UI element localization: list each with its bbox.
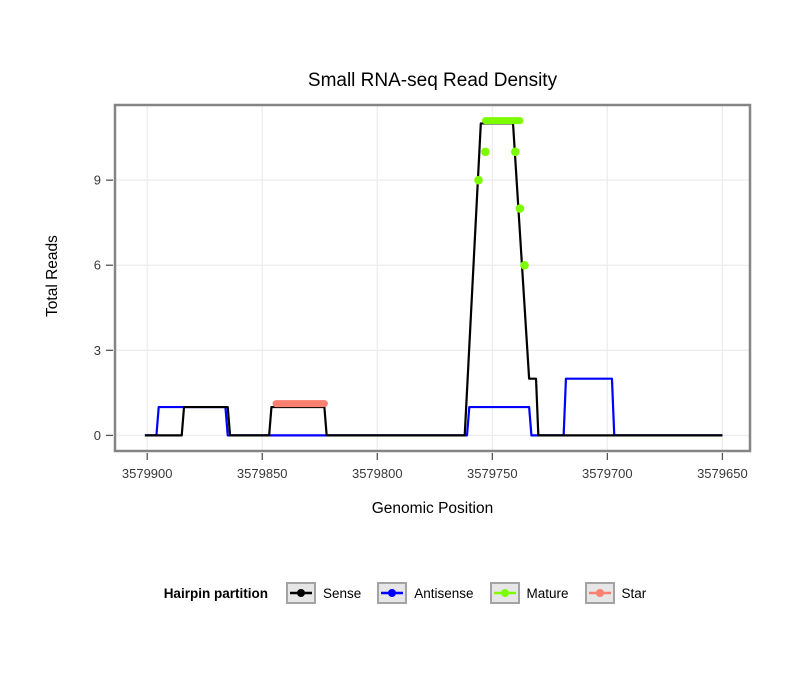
y-tick-label: 6 [94,258,101,273]
legend-item-sense: Sense [285,582,362,604]
legend-key-icon [584,582,615,604]
legend-item-star: Star [584,582,647,604]
legend-item-mature: Mature [489,582,569,604]
legend: Hairpin partition Sense Antisense Mature St… [0,582,810,604]
series-line-sense [144,122,723,437]
series-line-antisense [144,377,723,437]
plot-border [113,103,752,453]
x-tick-label: 3579850 [237,466,288,481]
density-plot: 3579900 3579850 3579800 3579750 3579700 35796… [94,103,752,481]
legend-entries: Sense Antisense Mature Star [285,582,647,604]
series-point-mature [511,147,520,157]
x-tick-label: 3579700 [582,466,633,481]
x-tick-label: 3579800 [352,466,403,481]
legend-item-antisense: Antisense [377,582,474,604]
legend-label: Sense [322,585,362,601]
x-tick-label: 3579650 [697,466,748,481]
chart-title: Small RNA-seq Read Density [307,70,558,91]
x-tick-label: 3579750 [467,466,518,481]
series-point-mature [474,175,483,185]
series-point-mature [515,204,525,213]
x-axis-label: Genomic Position [371,500,494,517]
y-tick-label: 9 [94,173,101,188]
series-point-mature [481,147,490,157]
y-tick-label: 0 [94,428,101,443]
legend-key-icon [489,582,520,604]
legend-label: Antisense [414,585,474,601]
legend-label: Star [621,585,647,601]
legend-key-icon [285,582,316,604]
x-tick-label: 3579900 [122,466,173,481]
series-point-mature [520,260,529,270]
y-tick-label: 3 [94,343,101,358]
legend-title: Hairpin partition [163,585,268,601]
legend-key-icon [377,582,408,604]
legend-label: Mature [526,585,569,601]
